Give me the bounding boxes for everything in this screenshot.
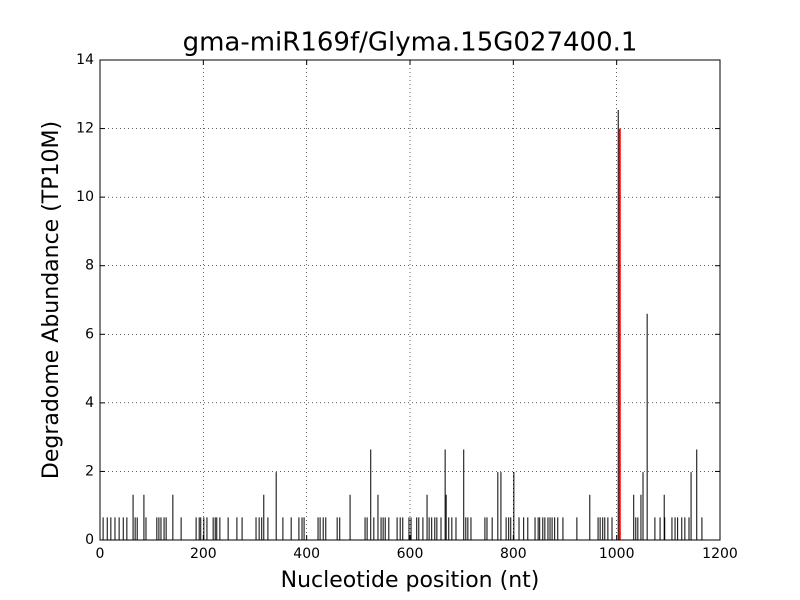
- x-tick-label: 1200: [702, 546, 738, 562]
- y-tick-label: 2: [85, 463, 94, 479]
- y-tick-label: 12: [76, 121, 94, 137]
- y-tick-label: 14: [76, 52, 94, 68]
- x-tick-label: 0: [96, 546, 105, 562]
- x-tick-label: 400: [293, 546, 320, 562]
- x-axis-label: Nucleotide position (nt): [281, 568, 540, 593]
- chart-title: gma-miR169f/Glyma.15G027400.1: [183, 28, 638, 58]
- y-axis-label: Degradome Abundance (TP10M): [39, 121, 64, 479]
- y-tick-label: 8: [85, 258, 94, 274]
- x-tick-label: 600: [397, 546, 424, 562]
- x-tick-label: 1000: [599, 546, 635, 562]
- y-tick-label: 6: [85, 326, 94, 342]
- y-tick-label: 10: [76, 189, 94, 205]
- x-tick-label: 800: [500, 546, 527, 562]
- plot-frame: [99, 59, 721, 541]
- y-tick-label: 4: [85, 395, 94, 411]
- x-tick-label: 200: [190, 546, 217, 562]
- plot-area: 0 2 4 6 8 10 12 14 0 200 400 600 800 1000 1200: [76, 52, 738, 562]
- y-tick-label: 0: [85, 532, 94, 548]
